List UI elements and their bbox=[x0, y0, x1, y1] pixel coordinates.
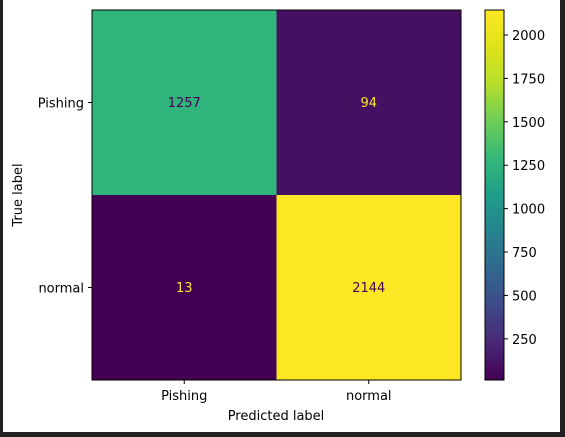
x-tick-label: normal bbox=[346, 389, 392, 404]
colorbar-tick-label: 2000 bbox=[512, 29, 545, 44]
plot-frame bbox=[91, 9, 462, 381]
figure-canvas: 1257 94 13 2144 Pishing normal Pishing normal… bbox=[3, 0, 560, 432]
colorbar-tick-label: 1000 bbox=[512, 203, 545, 218]
cell-value-r0-c0: 1257 bbox=[168, 96, 201, 111]
cell-value-r1-c1: 2144 bbox=[352, 281, 385, 296]
matrix-cell-labels: 1257 94 13 2144 bbox=[168, 96, 386, 296]
confusion-matrix-chart: 1257 94 13 2144 Pishing normal Pishing normal… bbox=[11, 9, 545, 424]
x-axis-label: Predicted label bbox=[228, 409, 325, 424]
matrix-cell-r1-c1 bbox=[276, 195, 462, 381]
colorbar-tick-label: 1500 bbox=[512, 116, 545, 131]
colorbar-tick-label: 500 bbox=[512, 289, 537, 304]
y-tick-label: normal bbox=[38, 282, 84, 297]
colorbar bbox=[484, 9, 505, 381]
y-axis-label: True label bbox=[11, 163, 26, 227]
cell-value-r0-c1: 94 bbox=[360, 96, 377, 111]
colorbar-tick-label: 250 bbox=[512, 333, 537, 348]
matrix-cells bbox=[92, 10, 462, 381]
colorbar-tick-label: 1250 bbox=[512, 159, 545, 174]
y-tick-label: Pishing bbox=[38, 97, 84, 112]
cell-value-r1-c0: 13 bbox=[176, 281, 193, 296]
x-axis-ticks: Pishing normal bbox=[161, 380, 392, 404]
matrix-cell-r0-c1 bbox=[276, 10, 462, 196]
matrix-cell-r0-c0 bbox=[92, 10, 277, 196]
y-axis-ticks: Pishing normal bbox=[38, 97, 92, 297]
colorbar-tick-label: 1750 bbox=[512, 72, 545, 87]
colorbar-ticks: 250 500 750 1000 1250 1500 1750 2000 bbox=[504, 29, 545, 348]
matrix-cell-r1-c0 bbox=[92, 195, 277, 381]
x-tick-label: Pishing bbox=[161, 389, 207, 404]
colorbar-tick-label: 750 bbox=[512, 246, 537, 261]
